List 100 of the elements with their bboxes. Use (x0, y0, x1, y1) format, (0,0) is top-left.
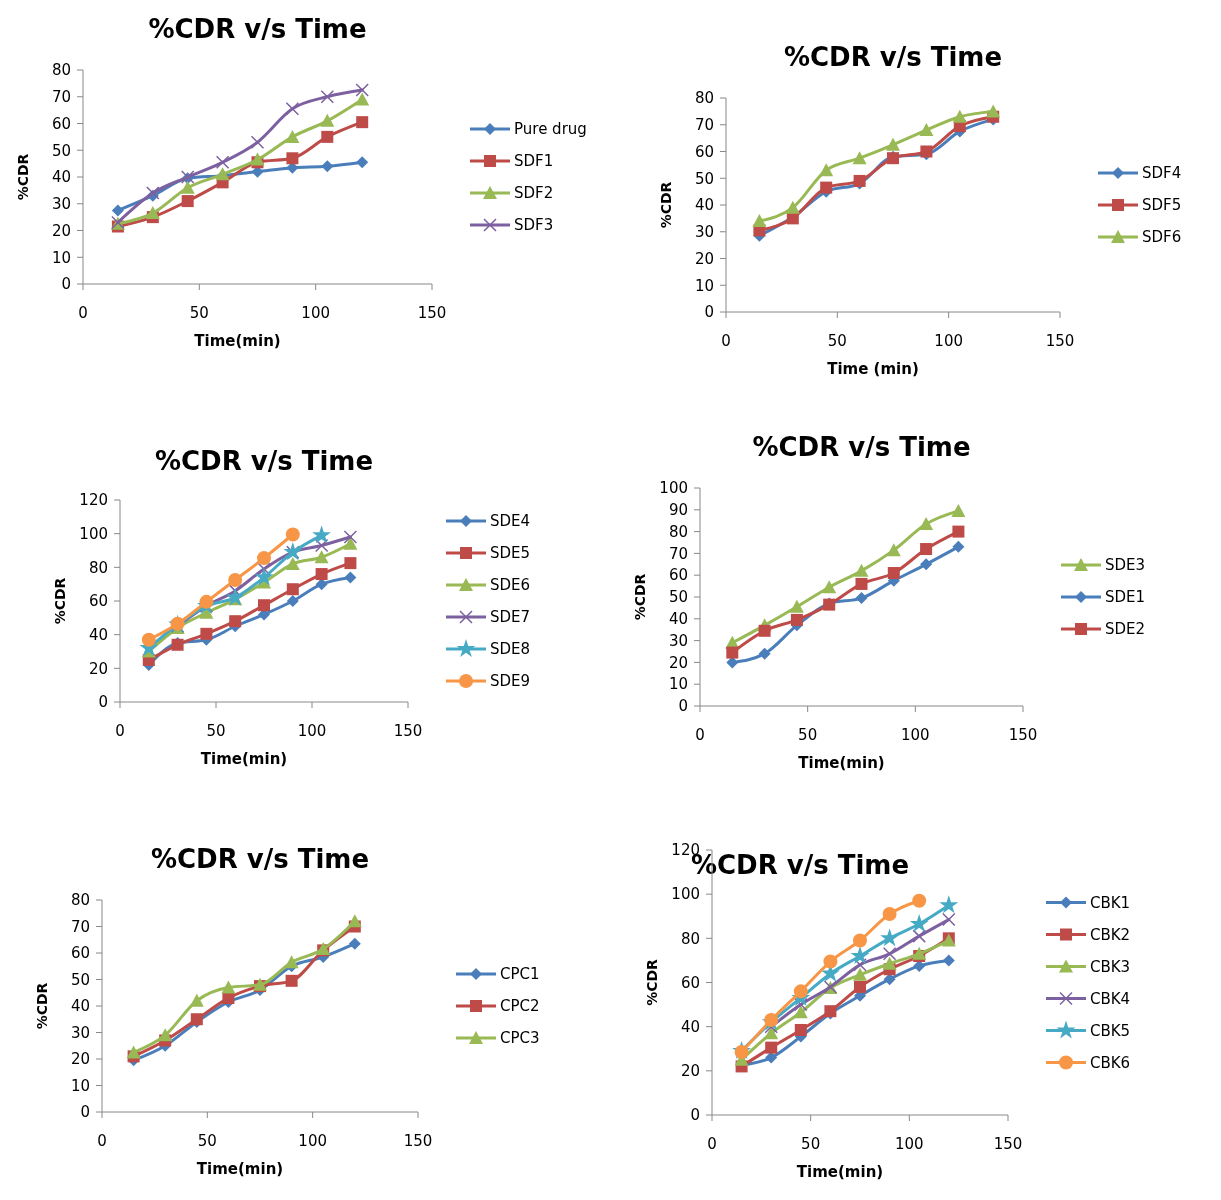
legend-label: CBK4 (1090, 989, 1131, 1008)
x-tick-label: 50 (798, 726, 818, 744)
x-tick-label: 150 (1045, 332, 1075, 350)
legend-label: SDE8 (490, 640, 531, 659)
x-axis-title: Time (min) (827, 360, 919, 378)
x-axis-title: Time(min) (798, 754, 885, 772)
legend-label: SDE7 (490, 608, 531, 627)
x-tick-label: 50 (801, 1135, 821, 1153)
x-tick-label: 0 (115, 722, 125, 740)
y-tick-label: 20 (668, 653, 688, 672)
chart-title: %CDR v/s Time (150, 844, 370, 874)
y-tick-label: 90 (668, 501, 688, 520)
y-tick-label: 70 (694, 116, 714, 134)
legend-label: SDF2 (514, 184, 554, 203)
y-axis-title: %CDR (644, 958, 660, 1006)
legend-label: SDE5 (490, 544, 531, 563)
x-tick-label: 100 (934, 332, 963, 350)
legend-label: SDE6 (490, 576, 531, 595)
x-tick-label: 150 (1008, 726, 1038, 744)
y-tick-label: 0 (678, 697, 688, 716)
y-tick-label: 50 (51, 141, 71, 160)
y-tick-label: 30 (668, 631, 688, 650)
y-tick-label: 120 (79, 491, 108, 510)
y-tick-label: 10 (70, 1076, 90, 1095)
x-tick-label: 100 (895, 1135, 924, 1153)
y-tick-label: 100 (659, 479, 688, 498)
x-tick-label: 100 (901, 726, 930, 744)
y-tick-label: 40 (51, 168, 71, 187)
chart-title: %CDR v/s Time (752, 432, 971, 462)
y-tick-label: 50 (70, 970, 90, 989)
y-tick-label: 80 (51, 61, 71, 80)
y-tick-label: 60 (694, 142, 714, 161)
legend-label: CPC1 (500, 965, 540, 984)
legend-label: SDE2 (1105, 620, 1146, 639)
legend-label: SDE1 (1105, 588, 1146, 607)
y-tick-label: 20 (51, 221, 71, 240)
legend-label: SDE3 (1105, 556, 1146, 575)
y-axis-title: %CDR (632, 573, 648, 621)
y-axis-title: %CDR (658, 181, 674, 229)
x-tick-label: 0 (721, 332, 731, 350)
y-tick-label: 80 (694, 89, 714, 108)
y-tick-label: 30 (70, 1023, 90, 1042)
y-tick-label: 20 (88, 659, 108, 678)
y-tick-label: 20 (680, 1062, 700, 1081)
y-tick-label: 0 (61, 275, 71, 294)
legend-label: CPC2 (500, 997, 540, 1016)
legend-label: SDF6 (1142, 228, 1182, 247)
legend-label: SDF3 (514, 216, 554, 235)
y-tick-label: 70 (668, 544, 688, 563)
y-tick-label: 20 (70, 1050, 90, 1069)
x-tick-label: 150 (993, 1135, 1023, 1153)
y-tick-label: 20 (694, 249, 714, 268)
y-tick-label: 80 (668, 522, 688, 541)
x-tick-label: 50 (206, 722, 226, 740)
legend-label: CBK5 (1090, 1021, 1131, 1040)
y-tick-label: 60 (680, 973, 700, 992)
y-tick-label: 40 (694, 196, 714, 215)
y-tick-label: 30 (51, 195, 71, 213)
y-tick-label: 100 (671, 885, 700, 904)
legend-label: SDF5 (1142, 196, 1182, 215)
legend-label: CBK2 (1090, 925, 1131, 944)
legend-label: SDE4 (490, 512, 531, 531)
x-tick-label: 150 (403, 1132, 433, 1150)
x-axis-title: Time(min) (796, 1163, 884, 1181)
y-tick-label: 60 (51, 114, 71, 133)
chart-title: %CDR v/s Time (148, 14, 367, 44)
y-tick-label: 0 (80, 1103, 90, 1122)
y-tick-label: 30 (694, 223, 714, 241)
y-tick-label: 50 (694, 169, 714, 188)
y-tick-label: 70 (51, 88, 71, 106)
legend-label: SDE9 (490, 672, 531, 691)
legend-label: CBK1 (1090, 893, 1131, 912)
chart-title: %CDR v/s Time (783, 42, 1003, 72)
x-tick-label: 150 (393, 722, 423, 740)
y-tick-label: 70 (70, 917, 90, 936)
y-tick-label: 80 (680, 929, 700, 948)
y-axis-title: %CDR (52, 577, 68, 625)
y-axis-title: %CDR (15, 153, 31, 201)
y-tick-label: 80 (88, 558, 108, 577)
y-tick-label: 0 (98, 693, 108, 712)
y-tick-label: 80 (70, 891, 90, 910)
legend-label: CBK3 (1090, 957, 1131, 976)
chart-title: %CDR v/s Time (154, 446, 374, 476)
y-tick-label: 40 (668, 610, 688, 629)
legend-label: SDF4 (1142, 164, 1182, 183)
x-tick-label: 50 (189, 304, 209, 322)
y-tick-label: 0 (690, 1106, 700, 1125)
y-tick-label: 10 (668, 675, 688, 694)
x-axis-title: Time(min) (200, 750, 288, 768)
x-tick-label: 100 (301, 304, 330, 322)
y-axis-title: %CDR (34, 982, 50, 1030)
x-tick-label: 100 (297, 722, 327, 740)
y-tick-label: 40 (70, 997, 90, 1016)
y-tick-label: 100 (79, 524, 108, 543)
y-tick-label: 60 (668, 566, 688, 585)
y-tick-label: 40 (680, 1017, 700, 1036)
x-tick-label: 150 (417, 304, 447, 322)
legend-label: SDF1 (514, 152, 554, 171)
y-tick-label: 60 (70, 944, 90, 963)
y-tick-label: 10 (51, 248, 71, 267)
